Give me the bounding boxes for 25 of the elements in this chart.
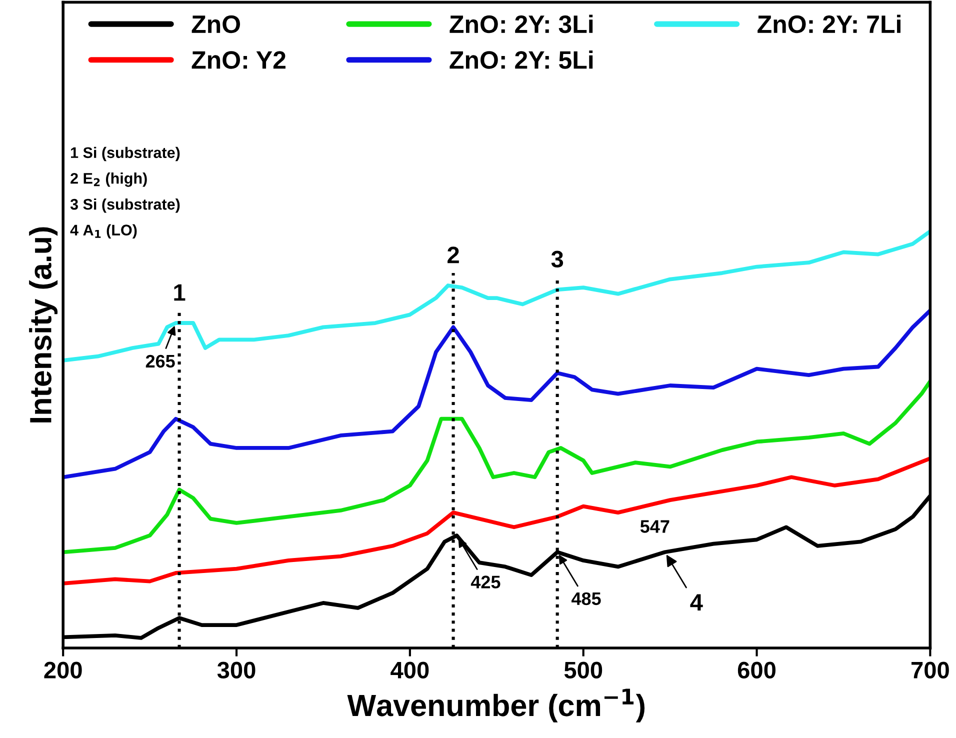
annotation: 1 [174, 284, 186, 301]
legend-label: ZnO: 2Y: 3Li [450, 14, 593, 34]
annotation: 4 [690, 594, 703, 610]
legend-label: ZnO [192, 15, 240, 34]
legend-label: ZnO: Y2 [192, 51, 286, 69]
x-tick-label: 400 [390, 662, 429, 678]
annotation: 485 [572, 592, 601, 606]
legend-label: ZnO: 2Y: 7Li [758, 14, 900, 34]
text: 2 E$_{2}$ (high) [70, 172, 147, 187]
x-tick-label: 300 [217, 662, 256, 679]
x-tick-label: 600 [738, 662, 776, 678]
x-axis-title: Wavenumber (cm$^{−1}$) [347, 688, 645, 722]
annotation: 2 [448, 246, 459, 264]
x-tick-label: 700 [912, 662, 949, 678]
annotation: 3 [551, 250, 564, 268]
y-axis-title: Intensity (a.u) [29, 227, 58, 422]
text: 3 Si (substrate) [70, 198, 180, 213]
x-tick-label: 200 [44, 662, 82, 678]
text: 1 Si (substrate) [70, 146, 180, 162]
annotation: 4 A$_{1}$ (LO) [70, 224, 137, 239]
annotation: 265 [146, 354, 175, 368]
legend-label: ZnO: 2Y: 5Li [450, 50, 593, 69]
x-tick-label: 500 [564, 662, 602, 678]
annotation: 425 [470, 576, 500, 588]
annotation: 547 [640, 520, 670, 533]
